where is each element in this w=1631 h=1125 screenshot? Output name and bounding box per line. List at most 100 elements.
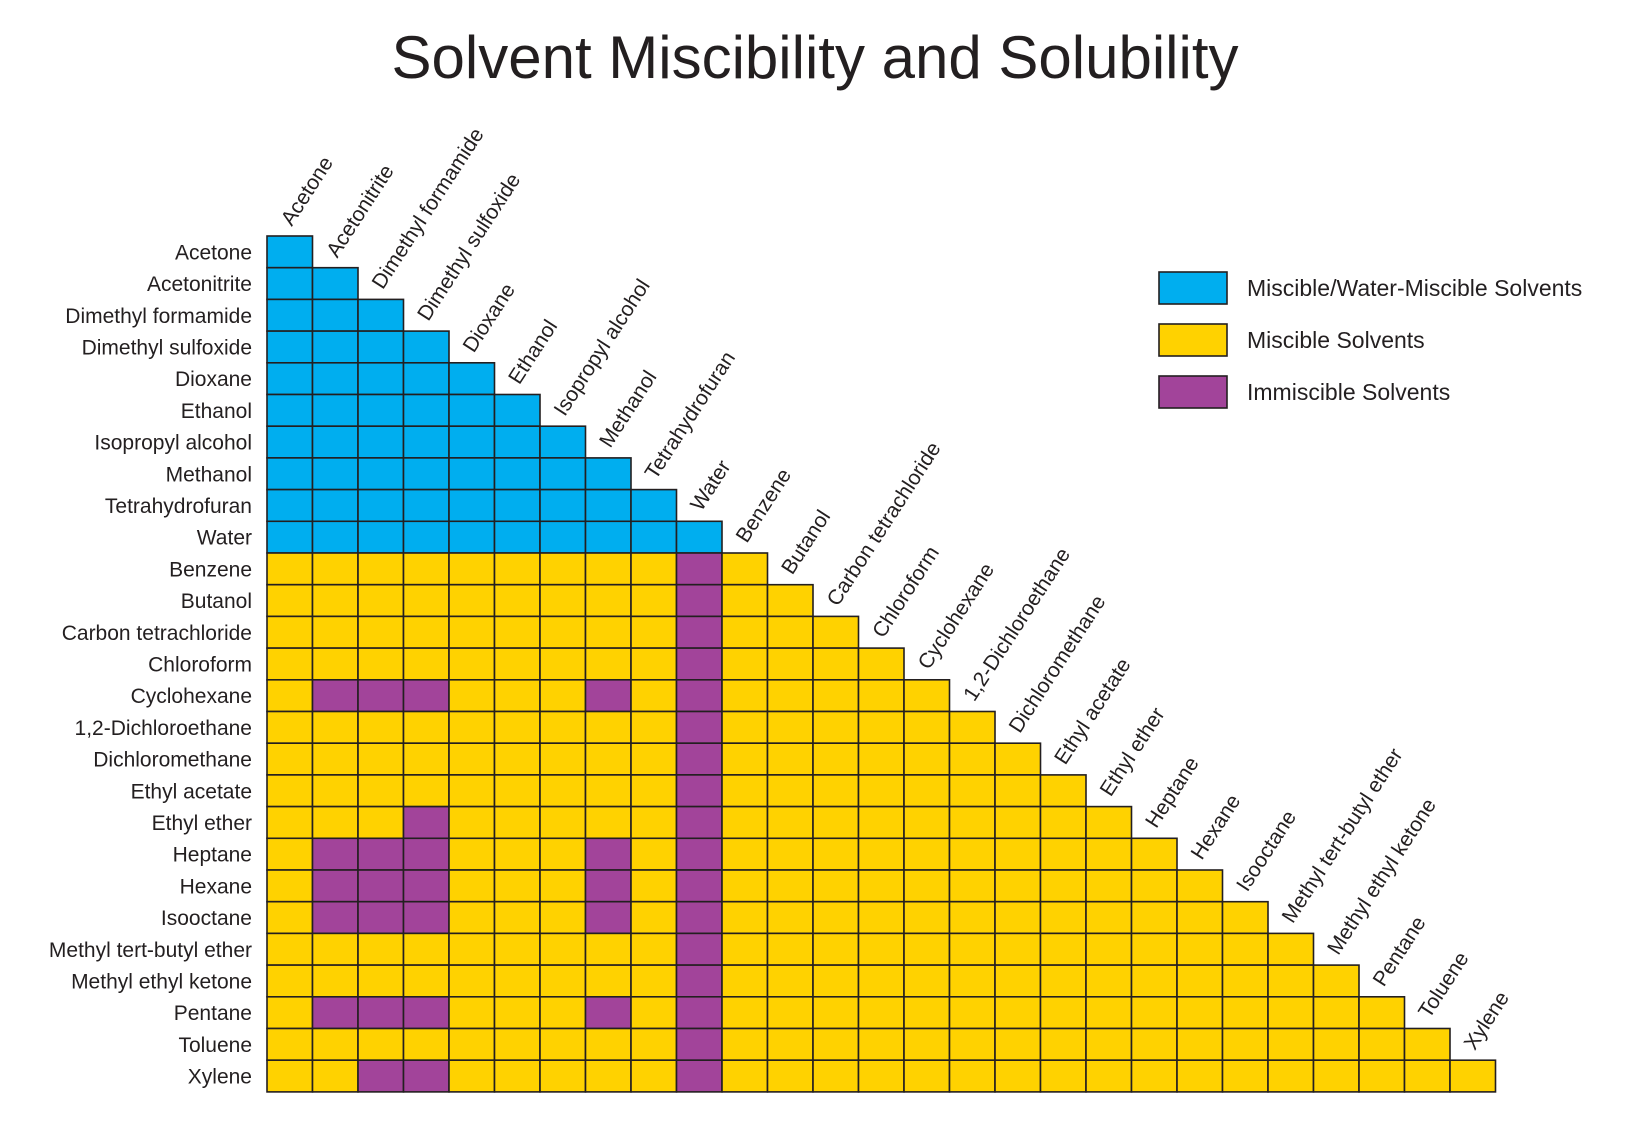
cell-tetrahydrofuran-dimethyl-formamide <box>357 488 405 523</box>
cell-xylene-methyl-tert-butyl-ether <box>1267 1059 1315 1093</box>
cell-xylene-dimethyl-sulfoxide <box>402 1059 450 1093</box>
cell-benzene-isopropyl-alcohol <box>539 552 587 586</box>
cell-ethyl-acetate-ethyl-acetate <box>1039 774 1087 808</box>
cell-heptane-cyclohexane <box>903 837 951 871</box>
cell-xylene-dioxane <box>448 1059 496 1093</box>
cell-1-2-dichloroethane-isopropyl-alcohol <box>539 710 587 745</box>
cell-pentane-methanol <box>584 995 632 1030</box>
cell-isopropyl-alcohol-dioxane <box>448 425 496 459</box>
row-label-cyclohexane: Cyclohexane <box>131 685 252 708</box>
cell-methyl-ethyl-ketone-1-2-dichloroethane <box>948 964 996 998</box>
cell-hexane-ethyl-ether <box>1085 869 1133 903</box>
cell-hexane-acetone <box>266 869 314 903</box>
cell-xylene-benzene <box>721 1059 769 1093</box>
cell-butanol-benzene <box>721 583 769 618</box>
cell-toluene-ethanol <box>493 1027 541 1062</box>
cell-ethyl-acetate-carbon-tetrachloride <box>812 774 860 808</box>
row-label-benzene: Benzene <box>169 558 252 581</box>
cell-dichloromethane-tetrahydrofuran <box>630 742 678 776</box>
cell-ethyl-acetate-water <box>675 774 723 808</box>
cell-toluene-dimethyl-formamide <box>357 1027 405 1062</box>
cell-hexane-benzene <box>721 869 769 903</box>
cell-methyl-tert-butyl-ether-benzene <box>721 932 769 966</box>
cell-pentane-ethyl-ether <box>1085 995 1133 1030</box>
cell-xylene-1-2-dichloroethane <box>948 1059 996 1093</box>
cell-benzene-ethanol <box>493 552 541 586</box>
cell-pentane-isopropyl-alcohol <box>539 995 587 1030</box>
row-label-ethanol: Ethanol <box>181 400 252 423</box>
cell-methyl-ethyl-ketone-isooctane <box>1221 964 1269 998</box>
cell-methyl-tert-butyl-ether-heptane <box>1130 932 1178 966</box>
cell-dichloromethane-chloroform <box>857 742 905 776</box>
cell-xylene-dichloromethane <box>994 1059 1042 1093</box>
cell-carbon-tetrachloride-methanol <box>584 615 632 649</box>
legend-label-immiscible-solvents: Immiscible Solvents <box>1247 379 1450 405</box>
cell-methyl-ethyl-ketone-methyl-ethyl-ketone <box>1312 964 1360 998</box>
cell-methyl-ethyl-ketone-hexane <box>1176 964 1224 998</box>
cell-heptane-isopropyl-alcohol <box>539 837 587 871</box>
row-label-carbon-tetrachloride: Carbon tetrachloride <box>62 622 252 645</box>
cell-cyclohexane-ethanol <box>493 678 541 713</box>
cell-methyl-ethyl-ketone-dichloromethane <box>994 964 1042 998</box>
cell-methyl-tert-butyl-ether-ethyl-ether <box>1085 932 1133 966</box>
cell-xylene-tetrahydrofuran <box>630 1059 678 1093</box>
cell-butanol-dimethyl-formamide <box>357 583 405 618</box>
cell-methyl-tert-butyl-ether-dioxane <box>448 932 496 966</box>
cell-benzene-methanol <box>584 552 632 586</box>
cell-dimethyl-sulfoxide-dimethyl-formamide <box>357 330 405 364</box>
cell-butanol-dimethyl-sulfoxide <box>402 583 450 618</box>
cell-toluene-acetone <box>266 1027 314 1062</box>
cell-hexane-ethanol <box>493 869 541 903</box>
cell-methanol-methanol <box>584 457 632 491</box>
cell-ethyl-acetate-tetrahydrofuran <box>630 774 678 808</box>
cell-ethyl-acetate-chloroform <box>857 774 905 808</box>
cell-methyl-tert-butyl-ether-isooctane <box>1221 932 1269 966</box>
cell-water-tetrahydrofuran <box>630 520 678 554</box>
column-label-isooctane: Isooctane <box>1232 807 1301 896</box>
cell-dimethyl-sulfoxide-acetonitrite <box>311 330 359 364</box>
cell-carbon-tetrachloride-dioxane <box>448 615 496 649</box>
cell-hexane-tetrahydrofuran <box>630 869 678 903</box>
cell-1-2-dichloroethane-dimethyl-formamide <box>357 710 405 745</box>
legend-swatch-miscible-water-miscible-solvents <box>1158 271 1228 305</box>
cell-isooctane-benzene <box>721 900 769 935</box>
cell-isooctane-cyclohexane <box>903 900 951 935</box>
cell-isooctane-hexane <box>1176 900 1224 935</box>
cell-hexane-heptane <box>1130 869 1178 903</box>
cell-ethanol-acetone <box>266 393 314 428</box>
cell-carbon-tetrachloride-tetrahydrofuran <box>630 615 678 649</box>
cell-ethyl-acetate-ethanol <box>493 774 541 808</box>
cell-xylene-hexane <box>1176 1059 1224 1093</box>
column-label-toluene: Toluene <box>1414 948 1473 1022</box>
row-label-heptane: Heptane <box>173 844 252 867</box>
cell-hexane-carbon-tetrachloride <box>812 869 860 903</box>
cell-ethyl-ether-carbon-tetrachloride <box>812 805 860 840</box>
cell-methyl-ethyl-ketone-dioxane <box>448 964 496 998</box>
cell-methyl-tert-butyl-ether-tetrahydrofuran <box>630 932 678 966</box>
cell-dimethyl-formamide-acetone <box>266 298 314 332</box>
cell-cyclohexane-chloroform <box>857 678 905 713</box>
cell-chloroform-tetrahydrofuran <box>630 647 678 681</box>
cell-chloroform-acetone <box>266 647 314 681</box>
cell-dimethyl-formamide-acetonitrite <box>311 298 359 332</box>
cell-ethyl-ether-dimethyl-formamide <box>357 805 405 840</box>
cell-ethyl-ether-acetonitrite <box>311 805 359 840</box>
cell-dichloromethane-water <box>675 742 723 776</box>
cell-methyl-ethyl-ketone-isopropyl-alcohol <box>539 964 587 998</box>
cell-isooctane-tetrahydrofuran <box>630 900 678 935</box>
cell-1-2-dichloroethane-dimethyl-sulfoxide <box>402 710 450 745</box>
cell-1-2-dichloroethane-water <box>675 710 723 745</box>
cell-dichloromethane-butanol <box>766 742 814 776</box>
cell-butanol-water <box>675 583 723 618</box>
cell-chloroform-isopropyl-alcohol <box>539 647 587 681</box>
cell-ethyl-ether-chloroform <box>857 805 905 840</box>
cell-pentane-isooctane <box>1221 995 1269 1030</box>
cell-hexane-isopropyl-alcohol <box>539 869 587 903</box>
cell-1-2-dichloroethane-acetonitrite <box>311 710 359 745</box>
cell-heptane-dimethyl-formamide <box>357 837 405 871</box>
column-label-hexane: Hexane <box>1187 790 1246 863</box>
cell-dichloromethane-ethanol <box>493 742 541 776</box>
cell-methyl-tert-butyl-ether-1-2-dichloroethane <box>948 932 996 966</box>
cell-isooctane-dichloromethane <box>994 900 1042 935</box>
cell-toluene-butanol <box>766 1027 814 1062</box>
